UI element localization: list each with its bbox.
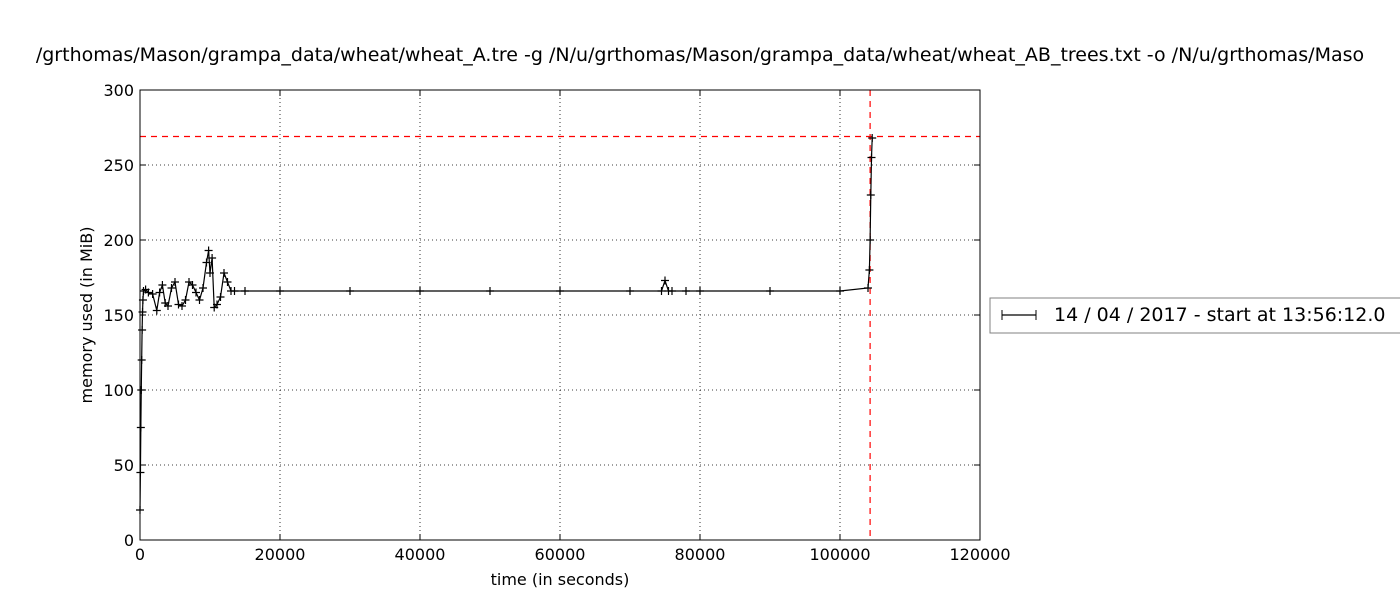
x-axis-label: time (in seconds) <box>491 570 630 589</box>
data-point <box>137 356 146 364</box>
data-point <box>864 284 872 292</box>
data-point <box>230 287 239 295</box>
y-tick-label: 50 <box>114 456 134 475</box>
legend-swatch <box>1001 310 1037 320</box>
data-point <box>868 134 877 142</box>
data-point <box>188 281 197 289</box>
data-point <box>682 287 690 295</box>
data-point <box>216 293 225 301</box>
y-axis-label: memory used (in MiB) <box>77 227 96 404</box>
series-line <box>139 137 873 511</box>
legend-box <box>989 297 1400 334</box>
data-point <box>486 287 494 295</box>
y-tick-label: 300 <box>103 81 134 100</box>
x-tick-label: 100000 <box>809 545 870 564</box>
y-tick-label: 150 <box>103 306 134 325</box>
data-point <box>139 287 148 295</box>
data-point <box>192 288 200 297</box>
data-point <box>346 287 354 295</box>
data-point <box>865 266 874 274</box>
data-point <box>220 269 228 277</box>
y-tick-label: 200 <box>103 231 134 250</box>
data-point <box>158 281 167 289</box>
data-series <box>136 134 877 514</box>
data-point <box>626 287 634 295</box>
data-point <box>416 287 424 295</box>
data-point <box>155 288 164 297</box>
data-point <box>152 306 161 315</box>
data-point <box>167 284 176 292</box>
data-point <box>866 191 875 199</box>
x-tick-label: 80000 <box>675 545 726 564</box>
data-point <box>276 287 284 295</box>
data-point <box>199 284 207 292</box>
data-point <box>178 302 186 310</box>
data-point <box>171 278 179 286</box>
grid <box>140 90 980 540</box>
data-point <box>208 254 217 262</box>
data-point <box>661 276 669 285</box>
y-tick-label: 250 <box>103 156 134 175</box>
data-point <box>836 287 844 295</box>
data-point <box>657 287 666 295</box>
legend-label: 14 / 04 / 2017 - start at 13:56:12.0 <box>1054 304 1386 326</box>
data-point <box>138 326 147 334</box>
data-point <box>204 246 213 255</box>
chart-title: /grthomas/Mason/grampa_data/wheat/wheat_… <box>36 44 1364 66</box>
data-point <box>174 300 183 309</box>
data-point <box>164 302 172 310</box>
reference-lines <box>140 90 980 540</box>
x-tick-label: 20000 <box>255 545 306 564</box>
x-tick-label: 40000 <box>395 545 446 564</box>
data-point <box>213 300 221 309</box>
data-point <box>866 236 875 244</box>
data-point <box>241 287 249 295</box>
data-point <box>206 269 214 277</box>
x-tick-label: 120000 <box>949 545 1010 564</box>
data-point <box>668 287 676 295</box>
data-point <box>766 287 774 295</box>
data-point <box>696 287 704 295</box>
data-point <box>867 153 876 162</box>
y-tick-label: 100 <box>103 381 134 400</box>
data-point <box>136 423 145 432</box>
x-tick-label: 60000 <box>535 545 586 564</box>
x-tick-label: 0 <box>135 545 145 564</box>
data-point <box>144 288 153 297</box>
data-point <box>195 296 204 304</box>
data-point <box>148 290 157 298</box>
axis-ticks: 0 20000 40000 60000 80000 100000 120000 0 50 100 1… <box>103 81 1010 564</box>
data-point <box>181 296 190 304</box>
y-tick-label: 0 <box>124 531 134 550</box>
data-point <box>202 258 211 267</box>
data-point <box>556 287 564 295</box>
legend: 14 / 04 / 2017 - start at 13:56:12.0 <box>989 297 1400 334</box>
data-point <box>223 278 232 286</box>
